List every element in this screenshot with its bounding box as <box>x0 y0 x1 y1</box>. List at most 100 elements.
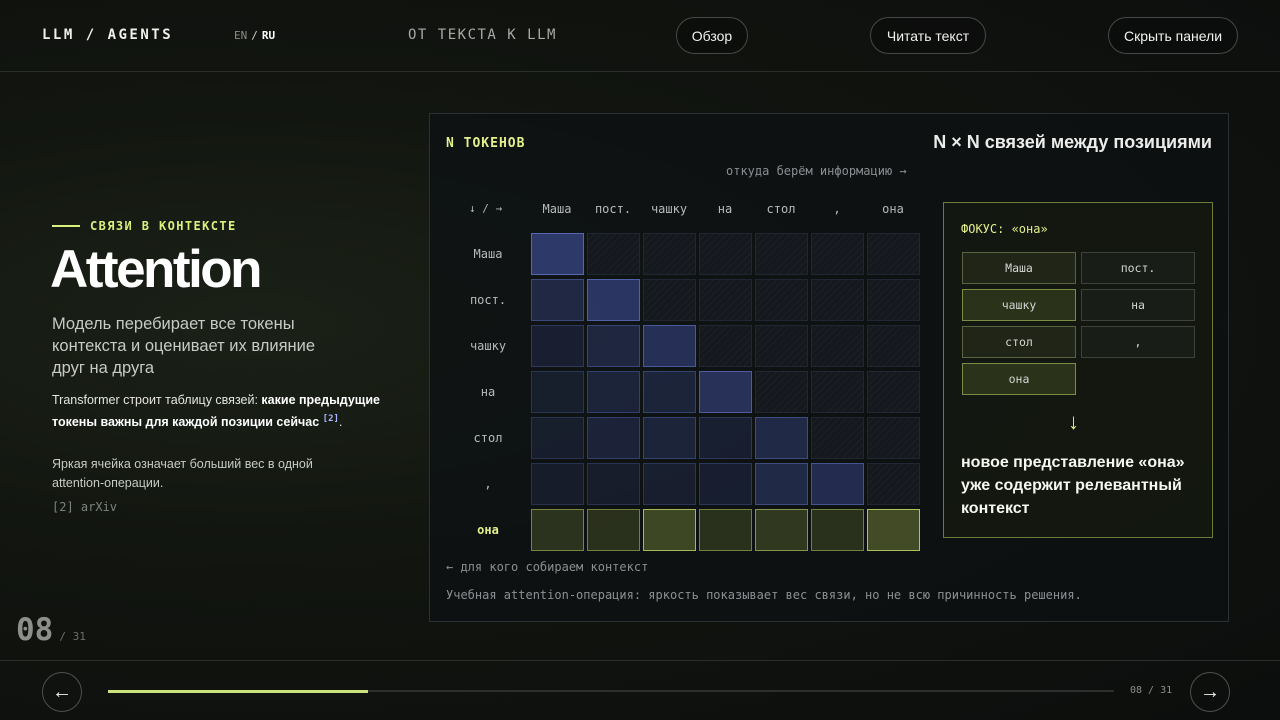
masked-cell[interactable] <box>867 463 920 505</box>
lang-separator: / <box>251 29 258 42</box>
footer-bar: ← 08 / 31 → <box>0 660 1280 720</box>
next-slide-button[interactable]: → <box>1190 672 1230 712</box>
slide-current: 08 <box>16 612 54 648</box>
source-axis-hint: откуда берём информацию → <box>726 164 907 178</box>
panel-caption: Учебная attention-операция: яркость пока… <box>446 588 1082 602</box>
overview-button[interactable]: Обзор <box>676 17 748 54</box>
masked-cell[interactable] <box>867 279 920 321</box>
attention-cell[interactable] <box>867 509 920 551</box>
slide-total: / 31 <box>59 630 86 643</box>
masked-cell[interactable] <box>643 233 696 275</box>
masked-cell[interactable] <box>811 371 864 413</box>
attention-cell[interactable] <box>531 325 584 367</box>
masked-cell[interactable] <box>867 417 920 459</box>
masked-cell[interactable] <box>755 325 808 367</box>
attention-cell[interactable] <box>531 279 584 321</box>
masked-cell[interactable] <box>867 325 920 367</box>
note-paragraph: Яркая ячейка означает больший вес в одно… <box>52 457 313 490</box>
attention-cell[interactable] <box>531 463 584 505</box>
read-text-button[interactable]: Читать текст <box>870 17 986 54</box>
lang-ru-option[interactable]: RU <box>261 29 276 42</box>
masked-cell[interactable] <box>811 325 864 367</box>
focus-title: ФОКУС: «она» <box>961 222 1048 236</box>
masked-cell[interactable] <box>643 279 696 321</box>
masked-cell[interactable] <box>587 233 640 275</box>
row-label: чашку <box>469 339 507 353</box>
attention-cell[interactable] <box>587 325 640 367</box>
masked-cell[interactable] <box>811 233 864 275</box>
attention-cell[interactable] <box>587 279 640 321</box>
slide-counter: 08 / 31 <box>1130 685 1173 696</box>
progress-fill <box>108 689 368 693</box>
focus-token[interactable]: , <box>1081 326 1195 358</box>
attention-cell[interactable] <box>587 371 640 413</box>
page-title: Attention <box>50 240 263 299</box>
masked-cell[interactable] <box>867 233 920 275</box>
attention-cell[interactable] <box>531 233 584 275</box>
focus-token[interactable]: Маша <box>962 252 1076 284</box>
attention-cell[interactable] <box>699 371 752 413</box>
focus-token[interactable]: стол <box>962 326 1076 358</box>
attention-cell[interactable] <box>643 509 696 551</box>
attention-cell[interactable] <box>643 325 696 367</box>
body-text-end: . <box>338 415 343 430</box>
body-text-bold: какие предыдущие токены важны для каждой… <box>52 393 380 430</box>
attention-cell[interactable] <box>699 417 752 459</box>
attention-cell[interactable] <box>643 417 696 459</box>
reference-link[interactable]: [2] <box>322 414 339 424</box>
focus-token[interactable]: пост. <box>1081 252 1195 284</box>
masked-cell[interactable] <box>867 371 920 413</box>
panel-tag: N ТОКЕНОВ <box>446 136 526 151</box>
attention-cell[interactable] <box>755 509 808 551</box>
focus-result-text: новое представление «она» уже содержит р… <box>961 454 1185 517</box>
column-label: чашку <box>650 202 688 216</box>
attention-cell[interactable] <box>699 509 752 551</box>
focus-token[interactable]: чашку <box>962 289 1076 321</box>
attention-cell[interactable] <box>811 509 864 551</box>
focus-box: ФОКУС: «она» ↓ новое представление «она»… <box>943 202 1213 538</box>
attention-cell[interactable] <box>587 463 640 505</box>
attention-cell[interactable] <box>531 417 584 459</box>
masked-cell[interactable] <box>811 279 864 321</box>
attention-cell[interactable] <box>587 417 640 459</box>
attention-cell[interactable] <box>587 509 640 551</box>
row-label: она <box>477 523 499 537</box>
focus-token[interactable]: на <box>1081 289 1195 321</box>
masked-cell[interactable] <box>755 371 808 413</box>
progress-bar[interactable] <box>108 689 1114 693</box>
attention-panel: N ТОКЕНОВ N × N связей между позициями о… <box>429 113 1229 622</box>
column-label: пост. <box>594 202 632 216</box>
masked-cell[interactable] <box>811 417 864 459</box>
masked-cell[interactable] <box>699 233 752 275</box>
row-label: на <box>480 385 496 399</box>
brand-logo[interactable]: LLM / AGENTS <box>42 27 174 43</box>
section-title: ОТ ТЕКСТА К LLM <box>408 27 557 43</box>
focus-token[interactable]: она <box>962 363 1076 395</box>
attention-cell[interactable] <box>755 463 808 505</box>
top-bar: LLM / AGENTS EN / RU ОТ ТЕКСТА К LLM Обзор… <box>0 0 1280 72</box>
slide-number: 08 / 31 <box>16 612 86 648</box>
attention-cell[interactable] <box>643 371 696 413</box>
attention-cell[interactable] <box>755 417 808 459</box>
target-axis-hint: ← для кого собираем контекст <box>446 560 649 574</box>
masked-cell[interactable] <box>699 279 752 321</box>
column-label: на <box>717 202 733 216</box>
citation-link[interactable]: [2] arXiv <box>52 500 118 514</box>
attention-cell[interactable] <box>699 463 752 505</box>
masked-cell[interactable] <box>755 233 808 275</box>
row-label: стол <box>473 431 503 445</box>
body-text-plain: Transformer строит таблицу связей: <box>52 393 262 407</box>
column-label: Маша <box>542 202 572 216</box>
prev-slide-button[interactable]: ← <box>42 672 82 712</box>
row-label: Маша <box>473 247 503 261</box>
hide-panels-button[interactable]: Скрыть панели <box>1108 17 1238 54</box>
down-arrow-icon: ↓ <box>1068 409 1079 434</box>
attention-cell[interactable] <box>531 371 584 413</box>
attention-cell[interactable] <box>531 509 584 551</box>
attention-cell[interactable] <box>811 463 864 505</box>
masked-cell[interactable] <box>755 279 808 321</box>
lang-en-option[interactable]: EN <box>234 29 248 42</box>
section-kicker: СВЯЗИ В КОНТЕКСТЕ <box>52 219 237 233</box>
attention-cell[interactable] <box>643 463 696 505</box>
masked-cell[interactable] <box>699 325 752 367</box>
